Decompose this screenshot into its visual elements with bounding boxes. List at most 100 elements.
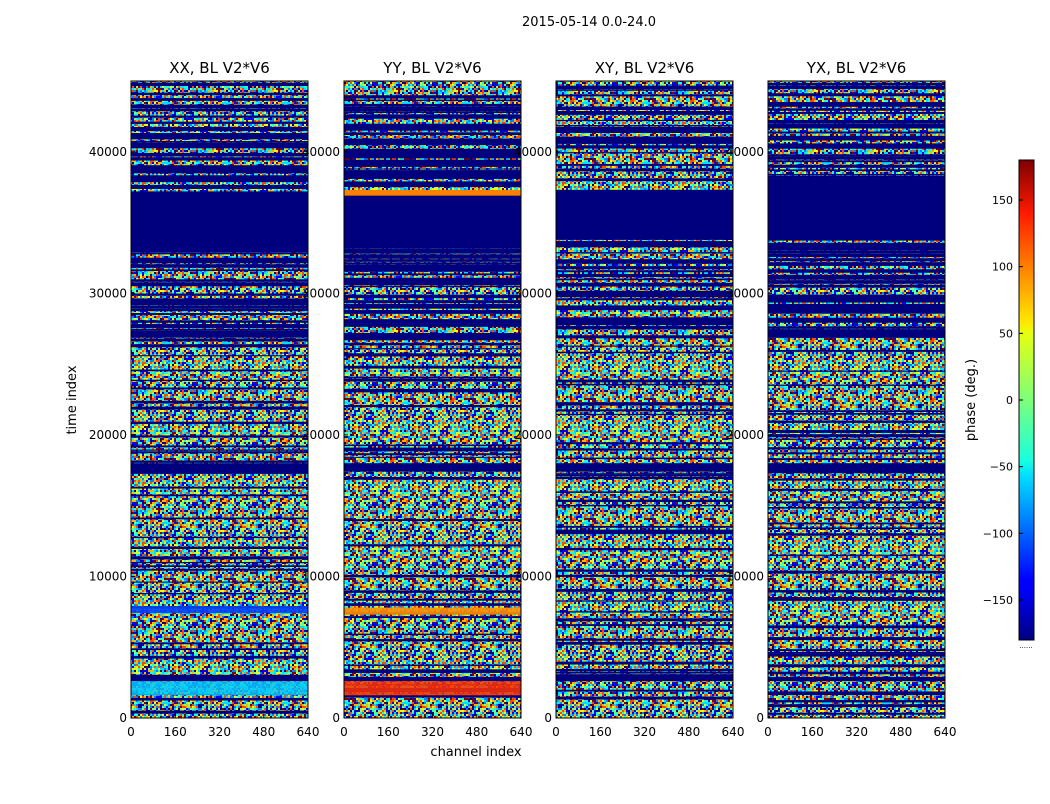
panel-title: YX, BL V2*V6 (806, 59, 907, 77)
flagged-row (344, 138, 521, 142)
flagged-row (768, 305, 945, 309)
flagged-row (344, 273, 521, 276)
flagged-row (131, 143, 308, 148)
colorbar: 150 100 50 0 −50 −100 −150 phase (deg.) ...... (964, 159, 1035, 650)
flagged-row (131, 642, 308, 645)
flagged-row (556, 128, 733, 132)
flagged-row (344, 238, 521, 242)
x-tick-label: 320 (421, 725, 444, 739)
orange-band (344, 607, 521, 615)
flagged-row (131, 248, 308, 251)
flagged-row (344, 603, 521, 606)
flagged-row (344, 355, 521, 357)
flagged-row (556, 252, 733, 254)
flagged-row (768, 501, 945, 504)
flagged-row (768, 187, 945, 192)
flagged-row (344, 115, 521, 119)
flagged-row (131, 494, 308, 497)
flagged-row (344, 616, 521, 619)
flagged-band (768, 463, 945, 472)
flagged-row (768, 370, 945, 372)
flagged-row (768, 137, 945, 141)
orange-line (344, 189, 521, 196)
x-tick-label: 640 (934, 725, 957, 739)
flagged-row (556, 335, 733, 339)
flagged-row (556, 448, 733, 451)
flagged-row (556, 442, 733, 445)
flagged-row (344, 294, 521, 299)
colorbar-tick-label: 100 (992, 261, 1013, 274)
flagged-band (131, 463, 308, 472)
flagged-row (131, 282, 308, 287)
flagged-row (768, 300, 945, 303)
flagged-row (344, 365, 521, 369)
flagged-row (556, 409, 733, 412)
flagged-band (556, 676, 733, 682)
flagged-row (768, 447, 945, 450)
flagged-row (768, 506, 945, 509)
flagged-row (131, 153, 308, 157)
x-tick-label: 160 (589, 725, 612, 739)
flagged-row (556, 189, 733, 192)
flagged-row (131, 187, 308, 189)
panel-title: YY, BL V2*V6 (382, 59, 481, 77)
flagged-row (556, 85, 733, 90)
y-tick-label: 0 (119, 711, 127, 725)
red-band (344, 681, 521, 696)
flagged-row (768, 169, 945, 172)
y-tick-label: 40000 (726, 145, 764, 159)
flagged-row (556, 106, 733, 110)
flagged-row (768, 554, 945, 556)
flagged-row (768, 154, 945, 157)
flagged-row (344, 448, 521, 452)
flagged-row (344, 108, 521, 111)
x-tick-label: 480 (465, 725, 488, 739)
colorbar-tick-label: 150 (992, 194, 1013, 207)
y-axis-label: time index (65, 365, 80, 434)
flagged-row (131, 406, 308, 410)
flagged-row (556, 525, 733, 528)
svg-text:......: ...... (1019, 642, 1032, 650)
flagged-row (131, 400, 308, 404)
flagged-row (768, 85, 945, 90)
flagged-row (131, 115, 308, 118)
flagged-row (768, 104, 945, 107)
flagged-row (131, 240, 308, 244)
flagged-row (556, 140, 733, 144)
flagged-row (344, 639, 521, 642)
flagged-row (344, 664, 521, 666)
flagged-row (131, 556, 308, 560)
flagged-row (768, 284, 945, 288)
x-tick-label: 160 (801, 725, 824, 739)
flagged-row (768, 242, 945, 247)
flagged-row (344, 323, 521, 327)
flagged-row (768, 334, 945, 338)
flagged-row (768, 700, 945, 703)
flagged-row (556, 138, 733, 142)
flagged-band (131, 676, 308, 682)
flagged-row (556, 413, 733, 416)
flagged-row (768, 637, 945, 641)
flagged-row (131, 269, 308, 272)
heatmap-area (556, 81, 733, 718)
flagged-row (556, 491, 733, 493)
flagged-row (344, 378, 521, 382)
flagged-row (556, 379, 733, 383)
flagged-row (768, 691, 945, 694)
flagged-row (344, 574, 521, 577)
flagged-row (768, 274, 945, 279)
flagged-row (131, 179, 308, 183)
flagged-row (344, 156, 521, 159)
flagged-row (131, 338, 308, 342)
flagged-row (344, 633, 521, 636)
flagged-row (768, 93, 945, 97)
flagged-row (556, 624, 733, 626)
x-tick-label: 0 (764, 725, 772, 739)
flagged-row (556, 476, 733, 480)
x-tick-label: 320 (208, 725, 231, 739)
flagged-row (556, 474, 733, 477)
flagged-row (556, 611, 733, 613)
flagged-row (131, 242, 308, 246)
flagged-row (768, 318, 945, 320)
